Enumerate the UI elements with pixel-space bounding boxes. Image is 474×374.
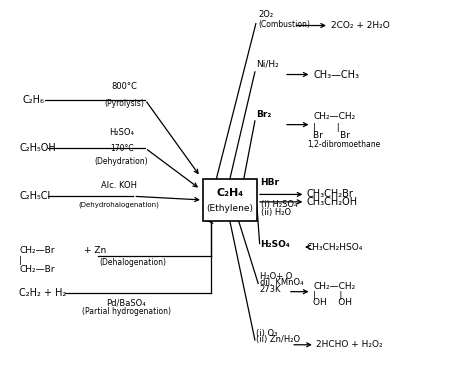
Text: (Partial hydrogenation): (Partial hydrogenation) — [82, 307, 171, 316]
Text: C₂H₂ + H₂: C₂H₂ + H₂ — [19, 288, 67, 298]
Text: Ni/H₂: Ni/H₂ — [256, 60, 279, 69]
Bar — [203, 179, 257, 221]
Text: |: | — [19, 256, 22, 265]
Text: (Dehalogenation): (Dehalogenation) — [100, 258, 167, 267]
Text: (Dehydration): (Dehydration) — [95, 157, 148, 166]
Text: |         |: | | — [313, 291, 343, 300]
Text: CH₂—Br: CH₂—Br — [19, 246, 55, 255]
Text: 800°C: 800°C — [111, 82, 137, 91]
Text: dil. KMnO₄: dil. KMnO₄ — [260, 278, 303, 287]
Text: C₂H₆: C₂H₆ — [23, 95, 45, 105]
Text: C₂H₄: C₂H₄ — [216, 188, 244, 197]
Text: (i) O₃: (i) O₃ — [256, 329, 277, 338]
Text: Alc. KOH: Alc. KOH — [101, 181, 137, 190]
Text: CH₃CH₂HSO₄: CH₃CH₂HSO₄ — [307, 243, 363, 252]
Text: 273K: 273K — [260, 285, 281, 294]
Text: 2CO₂ + 2H₂O: 2CO₂ + 2H₂O — [331, 21, 390, 30]
Text: (Dehydrohalogenation): (Dehydrohalogenation) — [79, 201, 160, 208]
Text: 2HCHO + H₂O₂: 2HCHO + H₂O₂ — [316, 340, 383, 349]
Text: CH₃CH₂OH: CH₃CH₂OH — [307, 197, 358, 207]
Text: CH₂—CH₂: CH₂—CH₂ — [313, 282, 356, 291]
Text: CH₃CH₂Br: CH₃CH₂Br — [307, 189, 354, 199]
Text: 2O₂: 2O₂ — [258, 10, 273, 19]
Text: CH₂—Br: CH₂—Br — [19, 265, 55, 274]
Text: H₂SO₄: H₂SO₄ — [109, 128, 134, 137]
Text: 1,2-dibromoethane: 1,2-dibromoethane — [308, 140, 381, 149]
Text: Pd/BaSO₄: Pd/BaSO₄ — [106, 298, 146, 307]
Text: CH₃—CH₃: CH₃—CH₃ — [313, 70, 359, 80]
Text: (ii) H₂O: (ii) H₂O — [261, 208, 291, 218]
Text: (i) H₂SO₄: (i) H₂SO₄ — [261, 200, 297, 209]
Text: C₂H₅Cl: C₂H₅Cl — [19, 191, 51, 201]
Text: Br₂: Br₂ — [256, 110, 271, 119]
Text: (Combustion): (Combustion) — [258, 20, 310, 29]
Text: H₂O+ O: H₂O+ O — [260, 272, 292, 280]
Text: C₂H₅OH: C₂H₅OH — [19, 143, 56, 153]
Text: (Pyrolysis): (Pyrolysis) — [104, 99, 144, 108]
Text: |        |: | | — [313, 123, 340, 132]
Text: Br      Br: Br Br — [313, 131, 350, 140]
Text: OH    OH: OH OH — [313, 298, 352, 307]
Text: CH₂—CH₂: CH₂—CH₂ — [313, 112, 356, 121]
Text: + Zn: + Zn — [84, 246, 106, 255]
Text: HBr: HBr — [261, 178, 280, 187]
Text: H₂SO₄: H₂SO₄ — [261, 240, 290, 249]
Text: 170°C: 170°C — [110, 144, 133, 153]
Text: (Ethylene): (Ethylene) — [207, 204, 254, 213]
Text: (ii) Zn/H₂O: (ii) Zn/H₂O — [256, 335, 300, 344]
